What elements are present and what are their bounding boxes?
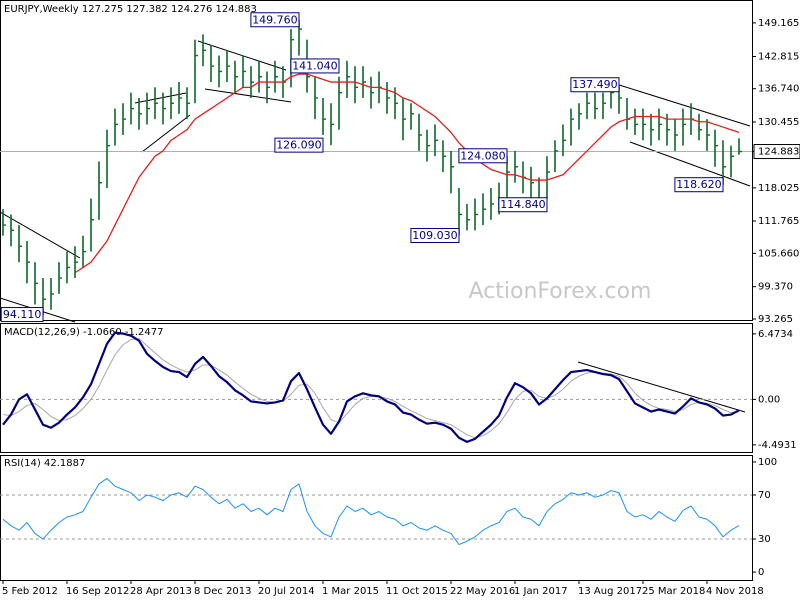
trendline [0,211,81,259]
trendline [615,83,751,127]
x-tick-label: 11 Oct 2015 [386,586,448,597]
moving-average [74,73,740,274]
annotation-label: 124.080 [460,149,506,162]
current-price-box [753,144,800,160]
annotation-box [410,228,460,244]
trendline [141,114,191,153]
y-tick-label: 6.4734 [758,329,793,340]
y-tick-label: 0 [758,567,764,578]
price-title: EURJPY,Weekly 127.275 127.382 124.276 12… [4,4,257,15]
indicator-line [2,477,740,546]
annotation-label: 126.090 [276,139,322,152]
rsi-title: RSI(14) 42.1887 [4,458,85,469]
x-tick-label: 28 Apr 2013 [130,586,192,597]
rsi-panel [0,455,753,581]
y-tick-label: -4.4931 [758,440,797,451]
x-tick-label: 1 Mar 2015 [322,586,379,597]
x-tick-label: 20 Jul 2014 [258,586,315,597]
trendline [134,92,187,104]
macd-title: MACD(12,26,9) -1.0660 -1.2477 [4,327,164,338]
macd-panel [0,323,753,453]
x-tick-label: 4 Nov 2018 [706,586,764,597]
x-tick-label: 13 Aug 2017 [578,586,642,597]
annotation-label: 118.620 [676,178,722,191]
annotation-label: 114.840 [500,198,546,211]
y-tick-label: 136.740 [758,84,799,95]
annotation-label: 137.490 [572,78,618,91]
annotation-box [674,177,724,193]
trendline [629,141,751,187]
annotation-box [290,58,340,74]
y-tick-label: 70 [758,490,771,501]
y-tick-label: 124.883 [758,147,799,158]
x-tick-label: 8 Dec 2013 [194,586,252,597]
y-tick-label: 100 [758,457,777,468]
annotation-label: 149.760 [252,13,298,26]
indicator-line [2,331,740,443]
y-tick-label: 130.455 [758,117,799,128]
x-tick-label: 5 Feb 2012 [2,586,58,597]
x-tick-label: 22 May 2016 [450,586,515,597]
annotation-label: 141.040 [292,59,338,72]
annotation-box [0,307,44,323]
y-tick-label: 105.660 [758,248,799,259]
trendline [204,88,292,103]
trendline [577,361,746,413]
y-tick-label: 93.265 [758,314,793,325]
annotation-box [570,77,620,93]
annotation-box [274,137,324,153]
trendline [197,40,287,71]
y-tick-label: 111.765 [758,216,799,227]
y-tick-label: 99.370 [758,282,793,293]
annotation-box [498,197,548,213]
price-panel [0,0,753,321]
panel-frames [0,0,753,581]
annotation-box [250,12,300,28]
y-tick-label: 142.815 [758,52,799,63]
y-tick-label: 30 [758,534,771,545]
y-tick-label: 0.00 [758,394,780,405]
y-tick-label: 118.025 [758,183,799,194]
annotation-label: 109.030 [412,229,458,242]
watermark: ActionForex.com [469,279,652,304]
annotation-box [458,148,508,164]
annotation-label: 94.110 [3,308,42,321]
x-tick-label: 1 Jan 2017 [514,586,568,597]
y-tick-label: 149.165 [758,18,799,29]
x-tick-label: 25 Mar 2018 [642,586,705,597]
x-tick-label: 16 Sep 2012 [66,586,129,597]
